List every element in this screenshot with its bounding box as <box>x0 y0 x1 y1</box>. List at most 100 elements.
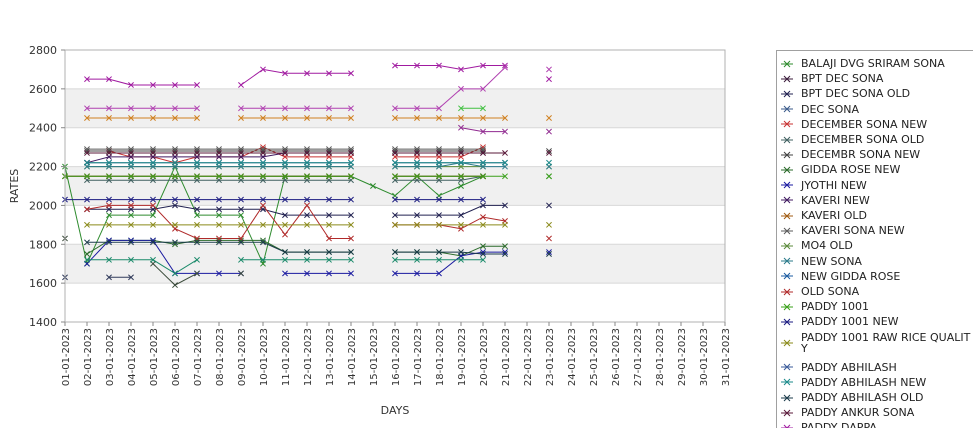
x-tick-label: 25-01-2023 <box>589 328 600 386</box>
x-tick-label: 18-01-2023 <box>435 328 446 386</box>
data-point <box>480 202 486 209</box>
data-point <box>128 274 134 281</box>
data-point <box>458 221 464 228</box>
data-point <box>282 159 288 166</box>
data-point <box>128 148 134 154</box>
legend-marker <box>781 212 793 219</box>
data-point <box>414 221 420 228</box>
data-point <box>414 148 420 154</box>
data-point <box>282 196 288 203</box>
data-point <box>282 115 288 121</box>
data-point <box>106 148 112 154</box>
data-point <box>84 256 90 263</box>
data-point <box>414 159 420 166</box>
data-point <box>304 221 310 228</box>
data-point <box>480 214 486 221</box>
legend-label: PADDY ABHILASH <box>801 360 897 374</box>
legend-label: KAVERI NEW <box>801 193 870 207</box>
data-point <box>546 66 552 73</box>
x-tick-label: 16-01-2023 <box>391 328 402 386</box>
data-point <box>282 148 288 154</box>
data-point <box>546 76 552 83</box>
data-point <box>150 150 156 156</box>
data-point <box>84 239 90 246</box>
data-point <box>436 270 442 277</box>
series-line <box>87 66 549 86</box>
data-point <box>392 196 398 203</box>
x-tick-label: 02-01-2023 <box>83 328 94 386</box>
grid-bands <box>65 88 725 284</box>
x-tick-label: 04-01-2023 <box>127 328 138 386</box>
data-point <box>458 66 464 73</box>
data-point <box>304 202 310 209</box>
data-point <box>480 150 486 156</box>
series-line <box>87 163 549 167</box>
data-point <box>282 270 288 277</box>
data-point <box>194 82 200 88</box>
data-point <box>392 221 398 228</box>
data-point <box>392 115 398 121</box>
data-point <box>480 256 486 263</box>
data-point <box>260 66 266 73</box>
data-point <box>238 221 244 228</box>
data-point <box>392 173 398 180</box>
data-point <box>436 105 442 112</box>
data-point <box>106 159 112 166</box>
series-line <box>86 152 483 164</box>
data-point <box>238 173 244 180</box>
data-point <box>348 221 354 228</box>
legend-marker <box>781 378 793 386</box>
data-point <box>392 148 398 154</box>
data-point <box>348 105 354 112</box>
y-tick-label: 1400 <box>29 316 57 329</box>
data-point <box>194 159 200 166</box>
data-point <box>172 82 178 88</box>
data-point <box>502 64 508 71</box>
legend-item: PADDY 1001 RAW RICE QUALITY <box>777 330 973 356</box>
data-point <box>260 150 266 156</box>
data-point <box>326 270 332 277</box>
data-point <box>150 256 156 263</box>
data-point <box>106 221 112 228</box>
data-point <box>216 212 222 219</box>
x-axis-label: DAYS <box>381 404 410 417</box>
data-point <box>546 249 552 256</box>
legend-label: DEC SONA <box>801 102 859 116</box>
data-point <box>480 85 486 92</box>
data-point <box>128 239 134 246</box>
legend-marker <box>781 90 793 98</box>
data-point <box>392 249 398 256</box>
data-point <box>128 159 134 166</box>
legend-label: PADDY DAPPA <box>801 421 877 428</box>
legend-marker <box>781 181 793 189</box>
data-point <box>392 159 398 166</box>
data-point <box>304 249 310 256</box>
data-point <box>326 235 332 242</box>
data-point <box>194 239 200 246</box>
x-tick-label: 15-01-2023 <box>369 328 380 386</box>
data-point <box>84 159 90 166</box>
data-point <box>502 62 508 69</box>
legend-label: PADDY 1001 <box>801 300 870 314</box>
data-point <box>172 150 178 156</box>
data-point <box>84 115 90 121</box>
data-point <box>458 173 464 180</box>
data-point <box>84 221 90 228</box>
data-point <box>436 249 442 256</box>
data-point <box>172 239 178 246</box>
data-point <box>436 221 442 228</box>
data-point <box>282 231 288 238</box>
data-point <box>414 212 420 219</box>
data-point <box>150 148 156 154</box>
data-point <box>106 239 112 246</box>
data-point <box>194 105 200 112</box>
data-point <box>172 241 178 248</box>
data-point <box>436 150 442 156</box>
data-point <box>150 173 156 180</box>
data-point <box>502 202 508 209</box>
x-tick-label: 21-01-2023 <box>501 328 512 386</box>
data-point <box>238 270 244 277</box>
data-point <box>84 148 90 154</box>
data-point <box>436 212 442 219</box>
data-point <box>150 196 156 203</box>
